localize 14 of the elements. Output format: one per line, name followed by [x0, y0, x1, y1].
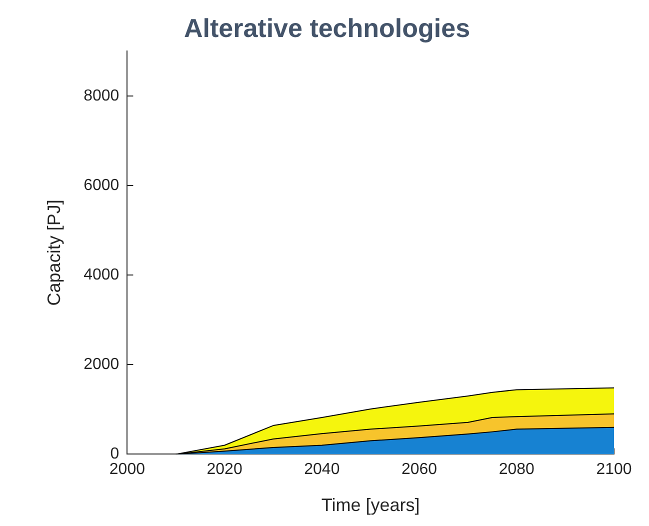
y-tick-label: 8000 [84, 87, 120, 104]
x-axis-title: Time [years] [321, 495, 420, 516]
x-tick-label: 2060 [401, 461, 438, 478]
x-tick-label: 2020 [206, 461, 242, 478]
y-tick-label: 6000 [84, 176, 120, 194]
y-tick-label: 2000 [84, 356, 120, 374]
x-tick-label: 2100 [596, 461, 632, 478]
y-axis-title: Capacity [PJ] [44, 200, 64, 306]
chart-title: Alterative technologies [184, 12, 470, 43]
x-tick-label: 2000 [109, 461, 146, 478]
y-tick-label: 4000 [84, 266, 120, 284]
y-tick-label: 0 [110, 446, 120, 463]
x-tick-label: 2080 [498, 461, 535, 478]
x-tick-label: 2040 [304, 461, 340, 478]
